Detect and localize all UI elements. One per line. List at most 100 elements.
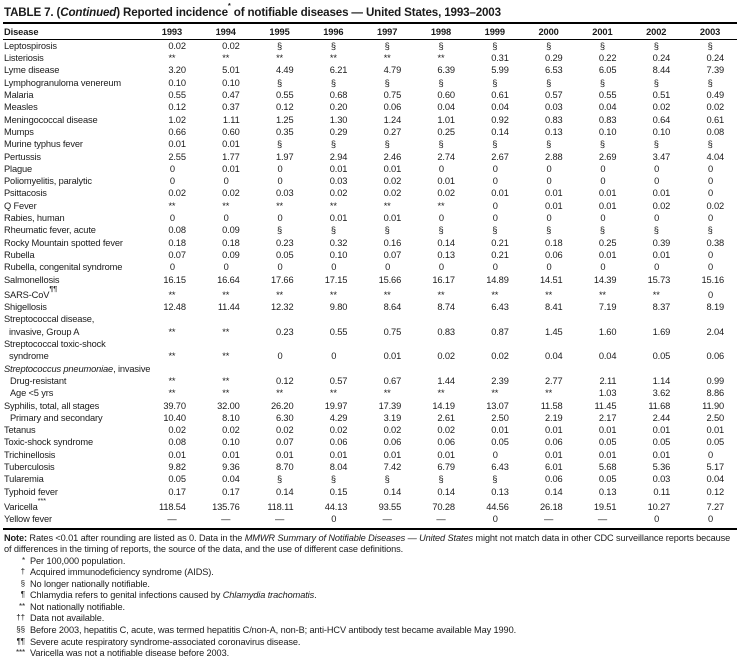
value-cell: 0.14 [491,126,509,137]
value-cell: 0.01 [706,425,725,436]
value-cell: 0 [546,176,552,187]
value-cell: 0.01 [222,139,240,150]
value-cell: 0.02 [383,176,402,187]
value-cell: § [653,77,659,88]
value-cell: ** [276,388,284,399]
table-row: Plague 0 0.01 0 0.01 0.01 0 0 0 0 0 0 [3,163,737,175]
value-cell: 0.02 [383,425,402,436]
footnote-marker: *** [37,495,46,505]
footnote-text: Data not available. [30,613,105,624]
value-cell: § [707,40,713,51]
value-cell: 13.07 [486,400,509,411]
value-cell: 0.57 [545,90,563,101]
value-cell: ** [491,388,499,399]
value-cell: 8.74 [437,302,455,313]
table-row: Trichinellosis 0.01 0.01 0.01 0.01 0.01 0.01 0 0… [3,449,737,461]
value-cell: 0 [707,249,713,260]
value-cell: 6.21 [329,65,348,76]
value-cell: 0.17 [222,486,240,497]
footnote-symbol: *** [15,648,25,658]
value-cell: 4.04 [706,151,725,162]
value-cell: 14.19 [432,400,455,411]
column-header-disease: Disease [3,23,146,40]
value-cell: 2.44 [652,412,671,423]
value-cell: 0 [169,163,175,174]
value-cell: 0.32 [329,237,348,248]
table-row: Mumps 0.66 0.60 0.35 0.29 0.27 0.25 0.14 0.13 0.1… [3,126,737,138]
value-cell: 14.89 [486,274,509,285]
value-cell: ** [276,53,284,64]
value-cell: ** [329,289,337,300]
value-cell: 6.05 [598,65,617,76]
value-cell: 0.02 [222,40,240,51]
value-cell: 0.01 [437,449,455,460]
value-cell: 0.75 [383,326,402,337]
footnote-text: Acquired immunodeficiency syndrome (AIDS… [30,567,214,578]
disease-label: Lyme disease [4,65,60,76]
footnote-item: * Per 100,000 population. [3,556,737,568]
value-cell: 5.68 [598,462,617,473]
value-cell: 0.51 [652,90,671,101]
value-cell: 0 [223,176,229,187]
value-cell: 0.01 [168,139,186,150]
value-cell: 0 [467,513,522,530]
value-cell: 0.24 [652,53,671,64]
value-cell: 3.20 [168,65,186,76]
disease-label: Pertussis [4,151,41,162]
value-cell: § [492,77,498,88]
value-cell: ** [168,388,176,399]
disease-label: Toxic-shock syndrome [4,437,93,448]
footnote-symbol: †† [16,613,25,623]
value-cell: 0.27 [383,126,402,137]
value-cell: 0.55 [598,90,617,101]
value-cell: 0.05 [168,474,186,485]
value-cell: 0.38 [706,237,725,248]
value-cell: 0.18 [545,237,563,248]
value-cell: 0.08 [706,126,725,137]
value-cell: § [546,40,552,51]
footnote-symbol: §§ [16,625,25,634]
value-cell: 0.05 [706,437,725,448]
value-cell: 0 [654,213,660,224]
footnote-item: ** Not nationally notifiable. [3,602,737,614]
title-part: of notifiable diseases — United States, … [230,5,501,19]
value-cell: § [277,139,283,150]
value-cell: 26.20 [270,400,294,411]
value-cell: 6.43 [491,462,509,473]
value-cell: § [653,139,659,150]
value-cell: 1.45 [545,326,563,337]
value-cell: 7.27 [706,502,725,513]
disease-label: Drug-resistant [10,375,67,386]
value-cell: 44.13 [324,502,348,513]
value-cell: 0.01 [329,213,348,224]
value-cell: 8.44 [652,65,671,76]
value-cell: 8.86 [706,388,725,399]
value-cell: 17.39 [378,400,402,411]
value-cell: 0.07 [168,249,186,260]
value-cell: 6.39 [437,65,455,76]
value-cell: 0 [629,513,684,530]
value-cell: 0 [438,213,444,224]
table-row: Lyme disease 3.20 5.01 4.49 6.21 4.79 6.39 5.99… [3,64,737,76]
value-cell: — [414,513,468,530]
value-cell: ** [383,200,391,211]
value-cell: 0.02 [329,425,348,436]
value-cell: ** [383,388,391,399]
table-row: Tetanus 0.02 0.02 0.02 0.02 0.02 0.02 0.01 0.01 0… [3,424,737,436]
disease-label: SARS-CoV¶¶ [4,283,58,300]
value-cell: 0.01 [652,449,671,460]
value-cell: 0.03 [652,474,671,485]
value-cell: 0.02 [706,102,725,113]
value-cell [306,363,360,375]
value-cell: 1.24 [383,114,402,125]
value-cell: 0.61 [491,90,509,101]
value-cell: 0.14 [437,237,455,248]
table-row: Tularemia 0.05 0.04 § § § § § 0.06 0.05 0.03 0.04 [3,473,737,485]
value-cell: 0.06 [437,437,455,448]
value-cell: ** [276,200,284,211]
value-cell: 0 [654,163,660,174]
value-cell: § [599,77,605,88]
value-cell: 0.04 [598,102,617,113]
value-cell: 0.22 [598,53,617,64]
value-cell: 0 [169,176,175,187]
